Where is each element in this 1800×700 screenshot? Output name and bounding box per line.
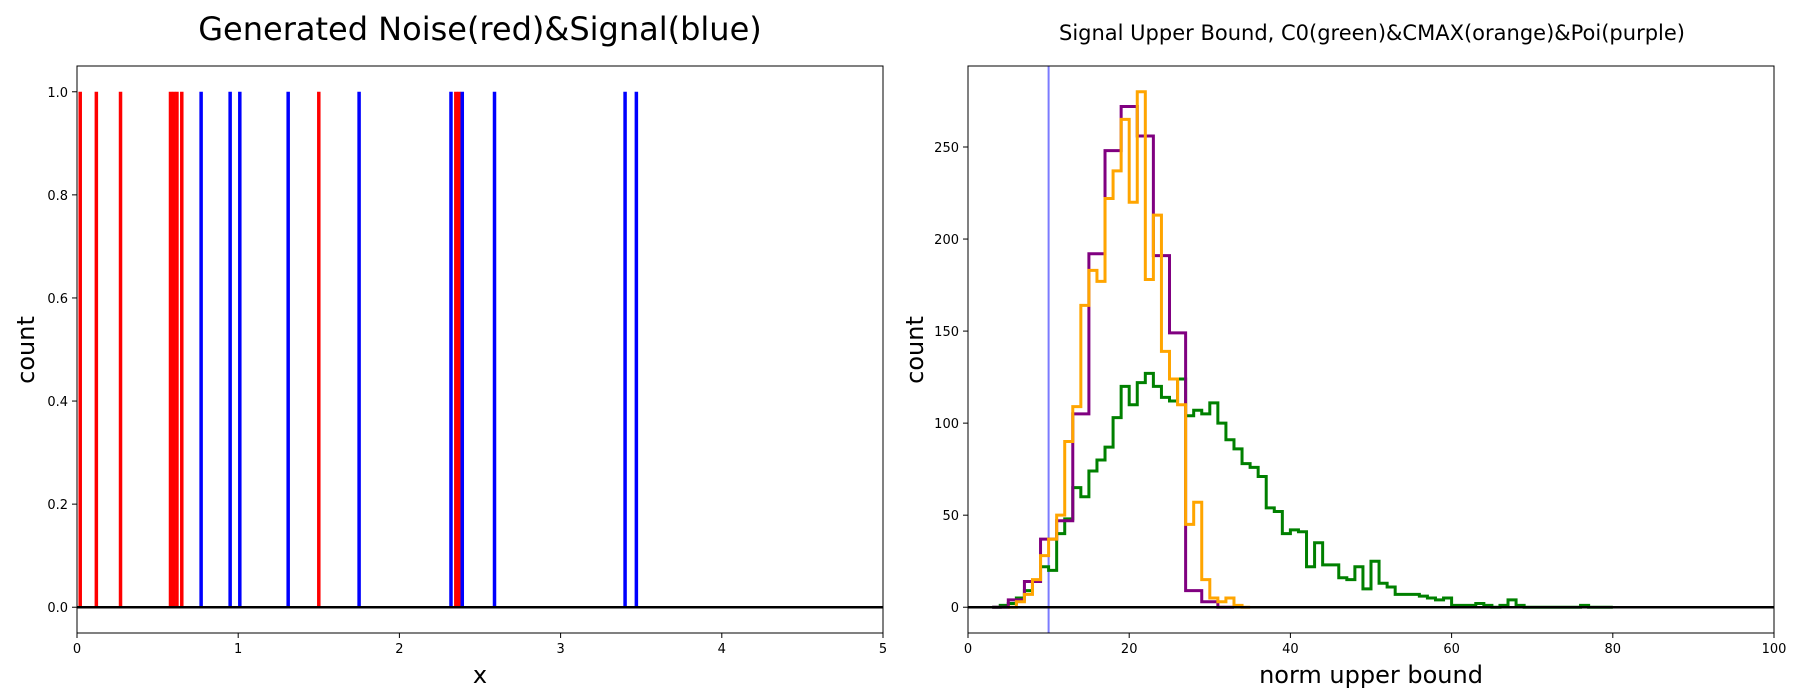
cmax-step-line [1008,90,1251,609]
x-tick-label: 100 [1762,642,1787,657]
y-tick-label: 0 [951,601,959,616]
plot-frame [967,65,1775,634]
x-tick-label: 80 [1605,642,1622,657]
x-tick-label: 4 [718,642,726,657]
x-tick-label: 2 [395,642,403,657]
x-axis-label: x [473,661,487,689]
y-axis-label: count [901,316,929,384]
y-tick-label: 0.4 [47,395,68,410]
x-axis-label: norm upper bound [1259,661,1483,689]
x-tick-label: 1 [234,642,242,657]
y-tick-label: 0.0 [47,601,68,616]
chart-title: Generated Noise(red)&Signal(blue) [198,10,762,48]
x-tick-label: 0 [964,642,972,657]
x-tick-label: 0 [73,642,81,657]
y-axis-label: count [12,316,40,384]
upper-bound-chart: Signal Upper Bound, C0(green)&CMAX(orang… [901,21,1786,689]
y-tick-label: 0.6 [47,292,68,307]
plot-marks [77,91,883,609]
x-tick-label: 60 [1443,642,1460,657]
x-tick-label: 20 [1121,642,1138,657]
plot-frame [76,65,884,634]
y-tick-label: 0.8 [47,189,68,204]
y-tick-label: 100 [934,417,959,432]
chart-title: Signal Upper Bound, C0(green)&CMAX(orang… [1059,21,1685,45]
tick-labels: 0 1 2 3 4 5 0.0 0.2 0.4 0.6 0.8 1.0 [47,86,887,657]
tick-labels: 0 20 40 60 80 100 0 50 100 150 200 250 [934,141,1786,657]
x-tick-label: 40 [1282,642,1299,657]
noise-signal-chart: Generated Noise(red)&Signal(blue) 0 1 2 3 4 5… [12,10,887,689]
y-tick-label: 0.2 [47,498,68,513]
c0-step-line [992,371,1613,609]
y-tick-label: 1.0 [47,86,68,101]
poi-step-line [992,105,1234,609]
x-tick-label: 3 [556,642,564,657]
plot-marks [968,66,1774,633]
y-tick-label: 250 [934,141,959,156]
y-tick-label: 200 [934,233,959,248]
y-tick-label: 150 [934,325,959,340]
y-tick-label: 50 [942,509,959,524]
x-tick-label: 5 [879,642,887,657]
